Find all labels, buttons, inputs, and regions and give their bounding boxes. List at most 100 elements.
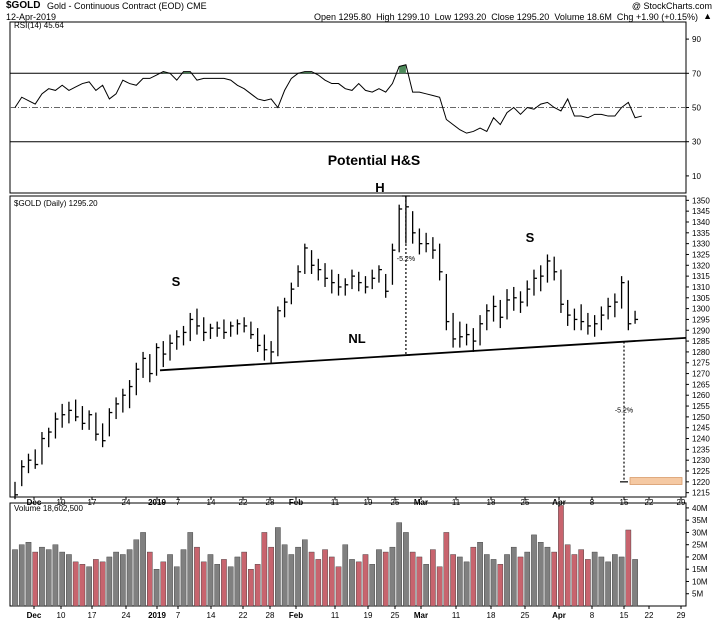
price-date-label: 28	[266, 498, 275, 507]
volume-bar	[32, 551, 39, 607]
volume-bar	[497, 564, 504, 607]
low-value: 1293.20	[453, 12, 487, 22]
volume-bar	[133, 539, 140, 607]
volume-date-label: Apr	[552, 611, 566, 620]
price-tick-label: 1345	[692, 207, 710, 216]
close-value: 1295.20	[516, 12, 550, 22]
volume-date-label: 22	[239, 611, 248, 620]
price-tick-label: 1310	[692, 283, 710, 292]
volume-bar	[436, 566, 443, 607]
price-tick-label: 1215	[692, 489, 710, 498]
volume-bar	[484, 554, 490, 607]
volume-bar	[362, 554, 369, 607]
volume-date-label: 25	[391, 611, 400, 620]
price-tick-label: 1260	[692, 391, 710, 400]
volume-bar	[207, 554, 214, 607]
volume-bar	[632, 559, 638, 607]
volume-tick-label: 15M	[692, 565, 708, 574]
symbol-description: Gold - Continuous Contract (EOD) CME	[47, 1, 207, 11]
open-label: Open	[313, 12, 336, 22]
price-tick-label: 1250	[692, 413, 710, 422]
volume-bar	[248, 569, 254, 607]
volume-bar	[612, 554, 618, 607]
volume-date-label: 19	[364, 611, 373, 620]
volume-bar	[268, 546, 274, 607]
left-shoulder-label: S	[172, 274, 181, 289]
volume-bar	[106, 556, 113, 607]
price-tick-label: 1335	[692, 229, 710, 238]
volume-bar	[72, 561, 79, 607]
price-date-label: 7	[176, 498, 181, 507]
volume-bar	[470, 546, 477, 607]
volume-bar	[160, 561, 167, 607]
volume-date-label: 29	[677, 611, 686, 620]
description-text: Gold - Continuous Contract (EOD)	[47, 1, 185, 11]
neckline-label: NL	[348, 331, 365, 346]
volume-bar	[214, 564, 221, 607]
volume-date-label: 8	[590, 611, 595, 620]
price-tick-label: 1225	[692, 467, 710, 476]
volume-bar	[403, 532, 409, 607]
volume-bar	[571, 554, 578, 607]
volume-bar	[18, 544, 25, 607]
volume-bar	[416, 556, 423, 607]
volume-bar	[302, 539, 308, 607]
volume-bar	[194, 546, 200, 607]
volume-tick-label: 40M	[692, 504, 708, 513]
price-date-label: 29	[677, 498, 686, 507]
price-date-label: Apr	[552, 498, 566, 507]
volume-bar	[254, 564, 261, 607]
volume-panel: 40M 35M 30M 25M 20M 15M 10M 5M Volume 18,602,500	[9, 502, 708, 607]
chart-title: Potential H&S	[328, 152, 421, 168]
volume-date-label: 10	[57, 611, 66, 620]
price-tick-label: 1315	[692, 272, 710, 281]
volume-value: 18.6M	[586, 12, 612, 22]
pattern-annotations: Potential H&S S H S NL -5.2% -5.2%	[159, 152, 687, 485]
volume-bar	[443, 532, 450, 607]
volume-bar	[173, 566, 180, 607]
chg-label: Chg	[616, 12, 634, 22]
volume-date-label: 25	[521, 611, 530, 620]
rsi-tick-label: 30	[692, 138, 701, 147]
volume-bar	[430, 549, 436, 607]
volume-bar	[39, 546, 45, 607]
volume-bar	[126, 549, 133, 607]
volume-bar	[113, 551, 119, 607]
volume-bar	[288, 554, 295, 607]
volume-date-label: Dec	[27, 611, 42, 620]
price-tick-label: 1240	[692, 435, 710, 444]
high-value: 1299.10	[397, 12, 430, 22]
volume-bar	[544, 546, 551, 607]
rsi-tick-label: 50	[692, 104, 701, 113]
volume-bar	[234, 556, 241, 607]
price-tick-label: 1350	[692, 196, 710, 205]
volume-date-label: Mar	[414, 611, 428, 620]
price-date-label: Mar	[414, 498, 428, 507]
neckline	[159, 336, 687, 372]
target-measure-pct: -5.2%	[615, 408, 633, 415]
volume-bar	[140, 532, 146, 607]
volume-date-label: 11	[452, 611, 461, 620]
volume-bar	[295, 546, 301, 607]
volume-bar	[153, 569, 160, 607]
volume-bar	[349, 559, 355, 607]
volume-date-label: 22	[645, 611, 654, 620]
rsi-line	[14, 64, 642, 134]
price-date-label: 25	[391, 498, 400, 507]
low-label: Low	[434, 12, 452, 22]
price-date-label: 2019	[148, 498, 166, 507]
volume-bar	[423, 564, 429, 607]
price-date-label: 22	[645, 498, 654, 507]
volume-bar	[355, 561, 362, 607]
volume-bar	[490, 559, 497, 607]
volume-bar	[551, 551, 557, 607]
price-date-label: 25	[521, 498, 530, 507]
price-tick-label: 1330	[692, 240, 710, 249]
volume-bar	[120, 554, 126, 607]
volume-bar	[457, 556, 463, 607]
volume-bar	[531, 534, 537, 607]
volume-date-label: 28	[266, 611, 275, 620]
